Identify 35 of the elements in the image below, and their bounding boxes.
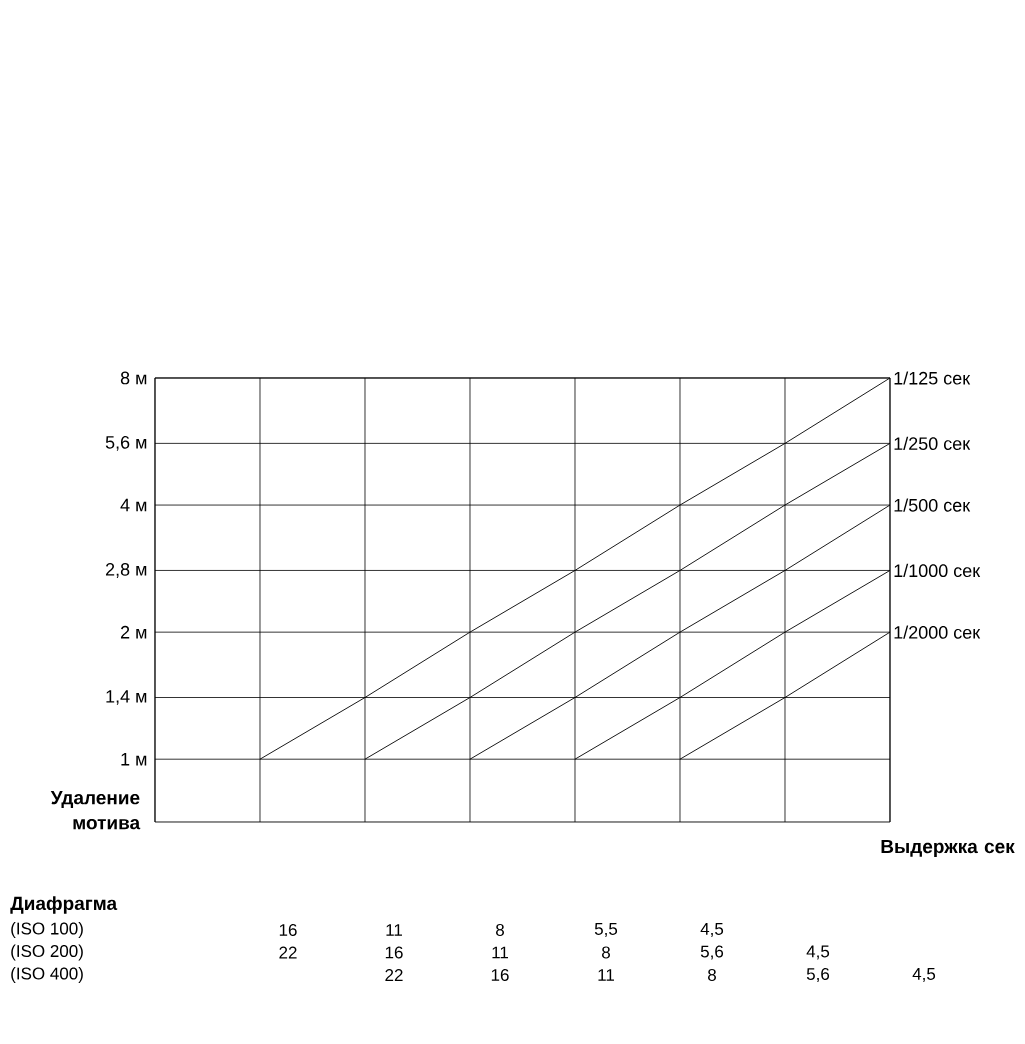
text: 22 — [385, 969, 403, 981]
series-label: 1/500 сек — [894, 498, 971, 512]
text: 4,5 — [700, 923, 724, 937]
series-label: 1/125 сек — [894, 371, 971, 385]
y-tick-label: 2,8 м — [105, 563, 147, 578]
text: 8 — [602, 946, 610, 959]
y-tick-label: 4 м — [120, 498, 147, 512]
text: 8 — [708, 968, 716, 982]
text: (ISO 400) — [11, 967, 83, 983]
y-tick-label: 8 м — [120, 371, 147, 385]
series-label: 1/1000 сек — [894, 563, 981, 578]
y-tick-label: 1 м — [121, 752, 147, 766]
x-axis-title: Выдержка сек — [881, 839, 1015, 857]
series-label: 1/250 сек — [894, 436, 971, 450]
y-tick-label: 1,4 м — [106, 690, 147, 705]
text: 5,6 — [806, 967, 830, 983]
text: 11 — [598, 969, 614, 981]
y-tick-label: 5,6 м — [105, 435, 147, 451]
text: 5,5 — [594, 923, 618, 937]
text: 11 — [492, 946, 508, 959]
text: 11 — [386, 924, 402, 936]
text: 4,5 — [912, 968, 936, 982]
text: 5,6 — [700, 945, 724, 960]
text: 8 — [496, 923, 504, 937]
y-tick-label: 2 м — [120, 625, 147, 639]
text: 16 — [385, 946, 403, 959]
text: (ISO 100) — [11, 922, 83, 938]
text: 16 — [491, 968, 509, 982]
text: (ISO 200) — [11, 944, 83, 961]
text: 4,5 — [806, 945, 830, 960]
series-label: 1/2000 сек — [894, 625, 981, 639]
text: 22 — [279, 946, 297, 959]
text: Диафрагма — [10, 896, 118, 914]
text: 16 — [279, 923, 297, 937]
y-axis-title: Удаление мотива — [50, 791, 141, 830]
